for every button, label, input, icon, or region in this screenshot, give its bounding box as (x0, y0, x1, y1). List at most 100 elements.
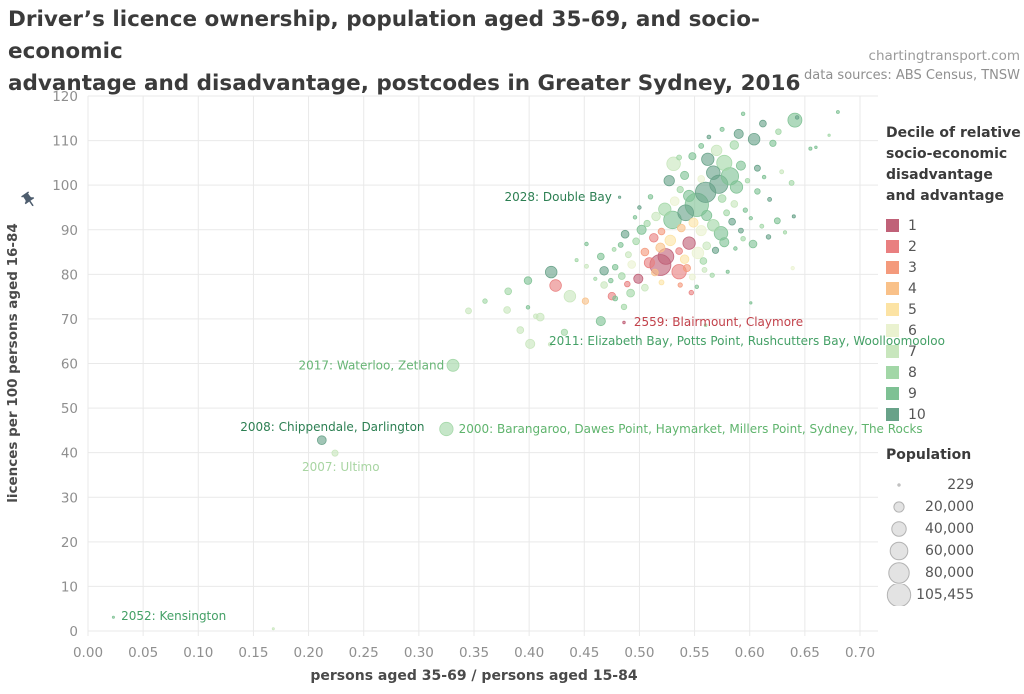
decile-legend-item[interactable]: 7 (886, 341, 1022, 362)
data-point[interactable] (738, 227, 744, 234)
data-point[interactable] (782, 230, 788, 235)
data-point[interactable] (611, 246, 617, 252)
data-point[interactable] (814, 145, 818, 149)
data-point[interactable] (637, 205, 642, 210)
population-legend-item[interactable]: 105,455 (886, 584, 1022, 606)
data-point[interactable] (625, 251, 632, 259)
data-point[interactable] (761, 174, 767, 180)
data-point[interactable] (711, 246, 720, 254)
data-point[interactable] (617, 241, 624, 248)
data-point[interactable] (658, 279, 665, 286)
data-point[interactable] (688, 152, 697, 161)
data-point[interactable] (439, 421, 454, 437)
data-point[interactable] (706, 134, 712, 140)
data-point[interactable] (574, 258, 579, 263)
data-point[interactable] (733, 246, 738, 251)
data-point[interactable] (707, 219, 720, 232)
data-point[interactable] (581, 297, 590, 305)
data-point[interactable] (794, 115, 800, 120)
data-point[interactable] (742, 207, 748, 213)
data-point[interactable] (657, 227, 666, 236)
decile-legend-item[interactable]: 1 (886, 215, 1022, 236)
data-point[interactable] (584, 263, 589, 269)
data-point[interactable] (682, 264, 691, 273)
data-point[interactable] (675, 247, 683, 255)
data-point[interactable] (725, 269, 730, 274)
data-point[interactable] (773, 217, 781, 225)
data-point[interactable] (710, 144, 723, 157)
data-point[interactable] (719, 237, 730, 248)
decile-legend-item[interactable]: 6 (886, 320, 1022, 341)
data-point[interactable] (767, 196, 772, 202)
data-point[interactable] (754, 164, 761, 172)
data-point[interactable] (525, 338, 536, 349)
data-point[interactable] (633, 273, 644, 284)
data-point[interactable] (617, 272, 626, 280)
population-legend-item[interactable]: 60,000 (886, 540, 1022, 562)
data-point[interactable] (632, 215, 638, 220)
data-point[interactable] (728, 217, 736, 226)
data-point[interactable] (647, 194, 654, 200)
data-point[interactable] (643, 257, 655, 269)
data-point[interactable] (622, 320, 626, 325)
data-point[interactable] (676, 154, 682, 161)
data-point[interactable] (271, 627, 275, 631)
data-point[interactable] (698, 142, 705, 149)
decile-legend-item[interactable]: 4 (886, 278, 1022, 299)
data-point[interactable] (701, 152, 715, 166)
data-point[interactable] (595, 316, 606, 327)
decile-legend-item[interactable]: 3 (886, 257, 1022, 278)
data-point[interactable] (651, 268, 659, 277)
data-point[interactable] (316, 435, 327, 446)
population-legend-item[interactable]: 229 (886, 474, 1022, 496)
data-point[interactable] (593, 276, 598, 281)
data-point[interactable] (658, 202, 672, 216)
data-point[interactable] (504, 287, 513, 296)
population-legend-item[interactable]: 80,000 (886, 562, 1022, 584)
data-point[interactable] (733, 128, 744, 139)
data-point[interactable] (608, 277, 614, 284)
data-point[interactable] (701, 266, 708, 273)
data-point[interactable] (516, 326, 525, 334)
pinned-axis-icon[interactable] (20, 191, 38, 209)
data-point[interactable] (744, 177, 751, 184)
data-point[interactable] (716, 154, 733, 171)
data-point[interactable] (706, 165, 721, 180)
data-point[interactable] (709, 272, 715, 278)
data-point[interactable] (657, 248, 675, 265)
data-point[interactable] (612, 264, 619, 271)
population-legend-item[interactable]: 20,000 (886, 496, 1022, 518)
data-point[interactable] (702, 241, 711, 251)
data-point[interactable] (689, 273, 696, 281)
data-point[interactable] (640, 247, 650, 257)
data-point[interactable] (664, 234, 677, 247)
data-point[interactable] (677, 204, 694, 222)
decile-legend-item[interactable]: 2 (886, 236, 1022, 257)
data-point[interactable] (620, 303, 628, 311)
data-point[interactable] (649, 233, 659, 243)
data-point[interactable] (683, 189, 696, 202)
data-point[interactable] (694, 284, 699, 289)
data-point[interactable] (620, 229, 630, 239)
data-point[interactable] (599, 266, 609, 276)
data-point[interactable] (465, 307, 472, 315)
data-point[interactable] (663, 210, 682, 230)
decile-legend-item[interactable]: 8 (886, 362, 1022, 383)
data-point[interactable] (790, 265, 795, 271)
data-point[interactable] (636, 224, 647, 235)
data-point[interactable] (600, 281, 608, 289)
data-point[interactable] (641, 283, 649, 292)
data-point[interactable] (679, 254, 690, 264)
data-point[interactable] (547, 342, 553, 347)
data-point[interactable] (688, 289, 694, 296)
data-point[interactable] (699, 257, 708, 265)
brand-link[interactable]: chartingtransport.com (868, 48, 1020, 64)
data-point[interactable] (729, 140, 740, 150)
data-point[interactable] (701, 209, 713, 221)
data-point[interactable] (735, 160, 746, 171)
decile-legend-item[interactable]: 10 (886, 404, 1022, 425)
data-point[interactable] (482, 298, 488, 304)
data-point[interactable] (563, 290, 577, 303)
data-point[interactable] (545, 265, 558, 279)
data-point[interactable] (791, 214, 796, 219)
